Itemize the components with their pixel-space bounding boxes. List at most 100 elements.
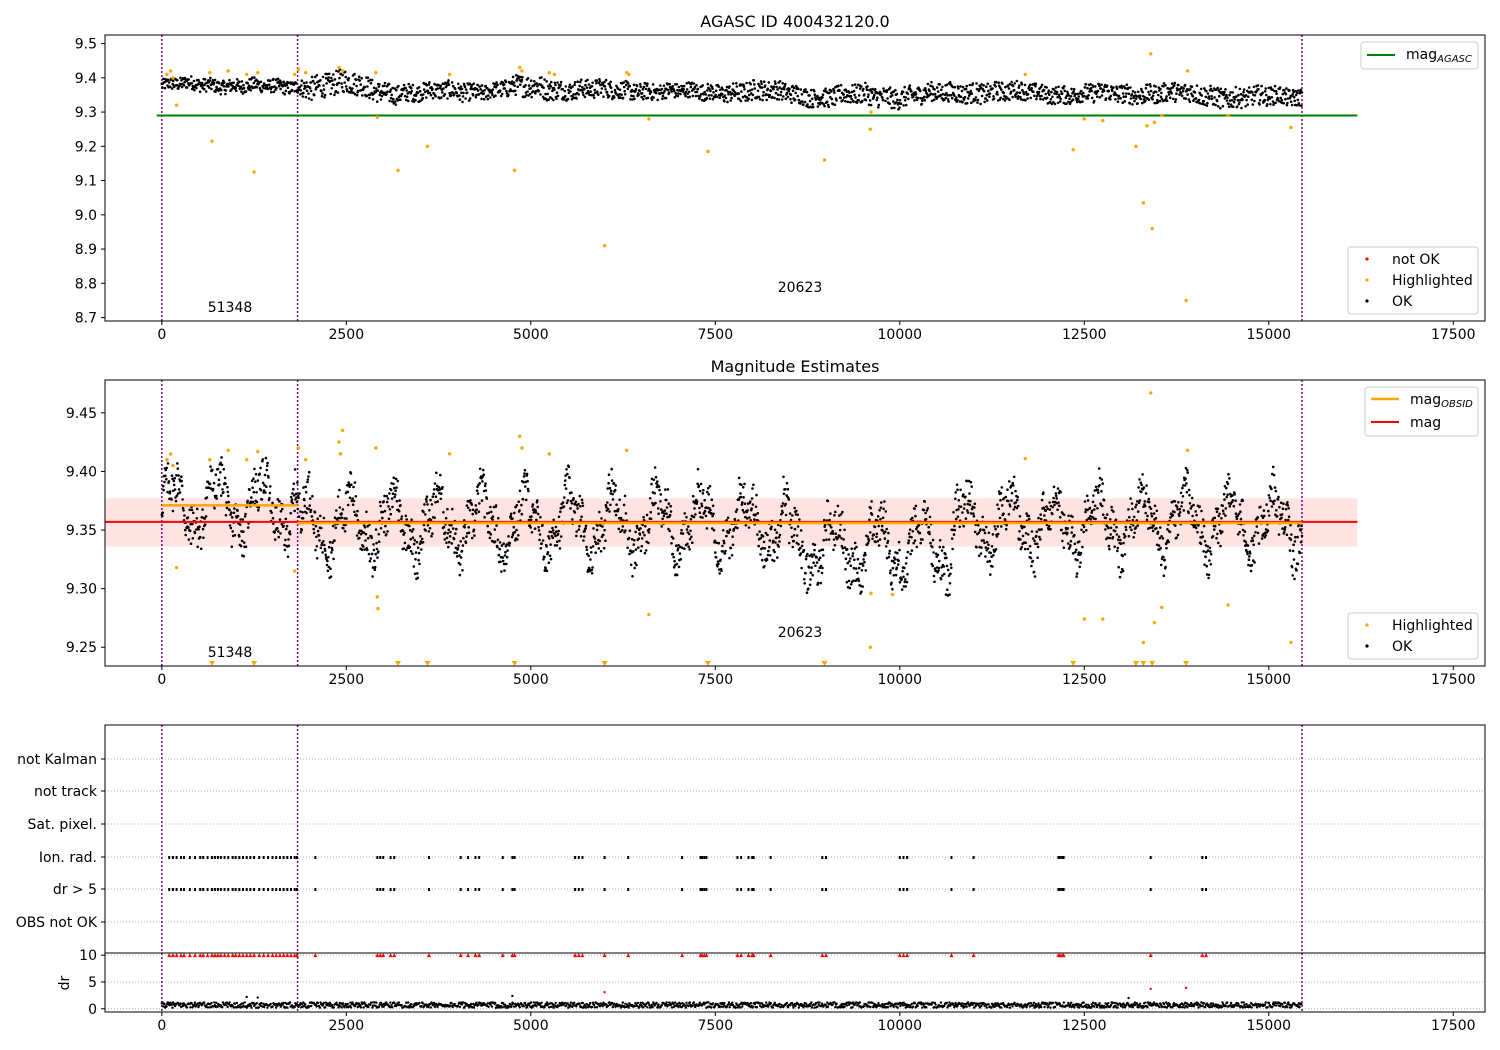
ok-point [1269, 499, 1272, 503]
ok-point [845, 547, 849, 551]
legend-label-mag: mag [1410, 415, 1441, 431]
ok-point [272, 77, 275, 81]
legend-swatch-highlighted [1365, 278, 1369, 282]
ok-point [755, 493, 758, 497]
ok-point [878, 538, 882, 541]
ok-point [1158, 99, 1162, 103]
ok-point [792, 86, 796, 89]
ok-point [811, 105, 815, 109]
ok-point [272, 522, 275, 525]
ok-point [721, 544, 724, 548]
ok-point [1219, 87, 1223, 91]
ok-point [780, 87, 783, 91]
highlighted-point [627, 72, 631, 77]
ok-point [226, 494, 230, 498]
ok-point [515, 503, 519, 507]
ok-point [675, 562, 679, 566]
ok-point [627, 536, 631, 540]
highlighted-point [340, 69, 345, 73]
ok-point [193, 531, 197, 535]
ok-point [297, 515, 301, 518]
ok-point [866, 541, 870, 545]
ok-point [955, 96, 958, 99]
ok-point [305, 81, 308, 84]
ok-point [372, 548, 376, 552]
ok-point [927, 525, 930, 529]
ok-point [589, 90, 592, 93]
ok-point [276, 498, 280, 501]
ok-point [1024, 541, 1027, 545]
ok-point [337, 81, 341, 85]
ok-point [415, 540, 419, 544]
ok-point [195, 517, 199, 520]
ok-point [208, 86, 211, 89]
ok-point [329, 92, 333, 96]
ok-point [451, 84, 455, 88]
ok-point [970, 485, 973, 488]
ok-point [1027, 517, 1031, 521]
ok-point [754, 505, 758, 509]
ok-point [1034, 84, 1037, 88]
ok-point [505, 555, 509, 559]
ok-point [504, 80, 508, 84]
ok-point [1223, 498, 1226, 501]
ok-point [638, 82, 642, 86]
ok-point [718, 96, 721, 99]
ok-point [555, 530, 558, 533]
ok-point [551, 526, 554, 530]
ok-point [796, 87, 800, 91]
ok-point [555, 97, 558, 101]
ok-point [537, 529, 541, 532]
ok-point [544, 92, 547, 96]
ok-point [1266, 529, 1270, 532]
ok-point [500, 92, 504, 96]
ok-point [628, 84, 632, 88]
ok-point [580, 78, 583, 81]
ok-point [915, 545, 919, 549]
ok-point [1232, 100, 1236, 104]
ok-point [788, 512, 792, 515]
ok-point [1114, 518, 1118, 521]
ok-point [895, 101, 898, 104]
ok-point [986, 82, 990, 86]
ok-point [1239, 510, 1242, 513]
ok-point [1174, 524, 1177, 527]
ok-point [1181, 495, 1185, 498]
ok-point [1202, 99, 1206, 103]
ok-point [514, 74, 518, 77]
ok-point [597, 547, 601, 550]
ok-point [657, 88, 661, 91]
ok-point [352, 485, 355, 489]
ok-point [217, 478, 221, 482]
highlighted-point [1149, 391, 1153, 395]
ok-point [659, 84, 662, 87]
ok-point [790, 535, 794, 539]
ok-point [451, 91, 455, 94]
ok-point [1074, 92, 1077, 96]
ok-point [368, 96, 371, 100]
ok-point [897, 559, 900, 562]
ok-point [525, 472, 529, 476]
ok-point [387, 505, 390, 508]
ok-point [972, 514, 976, 518]
ok-point [1071, 552, 1075, 555]
ok-point [911, 530, 915, 533]
ok-point [1280, 513, 1284, 516]
ok-point [961, 100, 964, 104]
ok-point [1229, 91, 1232, 94]
ok-point [1257, 88, 1260, 91]
ok-point [1204, 555, 1207, 558]
ok-point [539, 547, 543, 550]
ok-point [630, 537, 634, 541]
ok-point [447, 83, 451, 86]
ok-point [868, 99, 872, 102]
ok-point [501, 81, 505, 84]
ok-point [1127, 92, 1131, 96]
ok-point [517, 534, 520, 537]
ok-point [1020, 83, 1024, 86]
ok-point [1216, 105, 1220, 108]
ok-point [465, 504, 469, 507]
ok-point [662, 514, 666, 518]
ok-point [191, 537, 195, 540]
ok-point [243, 515, 247, 518]
